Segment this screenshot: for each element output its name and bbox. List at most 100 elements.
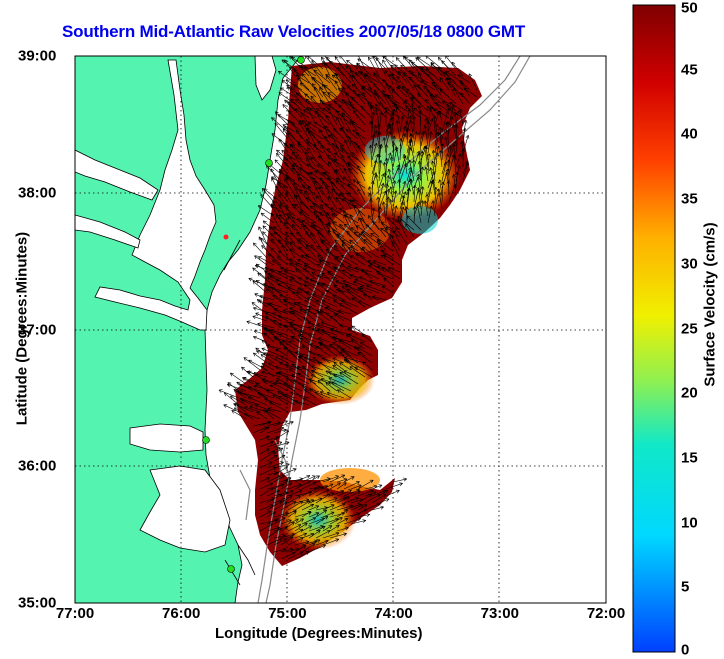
velocity-vector (328, 271, 345, 280)
velocity-vector-head (289, 248, 292, 253)
velocity-vector-head (357, 352, 362, 354)
velocity-vector-head (451, 61, 456, 64)
velocity-vector (327, 176, 338, 196)
velocity-vector-head (347, 155, 349, 160)
velocity-vector-head (276, 149, 278, 154)
velocity-vector-head (256, 350, 260, 354)
velocity-vector (301, 540, 318, 546)
velocity-vector-head (290, 421, 294, 425)
velocity-vector (392, 205, 397, 224)
velocity-vector-head (318, 48, 321, 49)
velocity-vector-head (285, 377, 290, 379)
velocity-vector-head (303, 265, 307, 269)
velocity-vector (425, 98, 436, 112)
velocity-vector (332, 365, 352, 378)
colorbar-tick-label: 50 (681, 0, 698, 17)
velocity-vector (376, 130, 380, 147)
velocity-vector (231, 410, 247, 420)
velocity-vector (301, 533, 315, 539)
velocity-vector (281, 59, 296, 70)
velocity-vector-head (350, 339, 353, 343)
velocity-vector-head (320, 99, 324, 102)
velocity-vector-head (267, 253, 270, 258)
velocity-vector-head (259, 295, 263, 299)
velocity-vector-head (377, 215, 382, 218)
velocity-vector-head (349, 274, 353, 278)
velocity-vector (420, 186, 424, 203)
velocity-vector-head (309, 379, 312, 384)
velocity-vector-head (311, 60, 316, 63)
velocity-vector-head (314, 180, 318, 184)
velocity-vector-head (381, 143, 383, 148)
velocity-vector (324, 307, 338, 315)
velocity-vector (273, 498, 286, 504)
velocity-vector-head (362, 519, 366, 521)
velocity-vector (288, 86, 303, 105)
velocity-vector (344, 139, 352, 154)
velocity-vector-head (324, 135, 328, 138)
velocity-vector-head (275, 455, 278, 459)
velocity-vector-head (276, 153, 278, 157)
velocity-vector-head (351, 84, 354, 88)
velocity-vector (334, 239, 345, 252)
velocity-vector-head (434, 84, 438, 86)
velocity-vector-head (331, 213, 336, 215)
velocity-vector (316, 310, 331, 315)
velocity-vector (294, 99, 310, 112)
velocity-vector (284, 162, 296, 175)
velocity-vector-head (433, 171, 435, 175)
velocity-vector-head (312, 177, 316, 180)
velocity-vector-head (431, 131, 433, 135)
velocity-vector (370, 198, 373, 217)
velocity-vector (361, 231, 380, 245)
velocity-vector (321, 293, 338, 301)
velocity-vector (344, 214, 359, 224)
velocity-vector-head (419, 152, 422, 157)
velocity-vector-head (409, 169, 412, 173)
velocity-vector-head (281, 150, 284, 154)
velocity-vector (356, 63, 366, 77)
velocity-vector (345, 129, 359, 140)
velocity-vector-head (291, 310, 295, 315)
velocity-vector-head (381, 267, 384, 271)
velocity-vector (430, 106, 443, 119)
velocity-vector-head (306, 309, 309, 313)
velocity-vector-head (339, 224, 341, 228)
velocity-vector-head (289, 258, 292, 263)
velocity-vector-head (405, 105, 408, 110)
velocity-vector-head (275, 111, 277, 116)
velocity-vector-head (296, 92, 300, 95)
velocity-vector-head (339, 324, 343, 328)
velocity-vector-head (396, 76, 398, 80)
velocity-vector (447, 121, 450, 140)
velocity-vector-head (282, 547, 287, 550)
velocity-vector (362, 85, 380, 98)
velocity-vector-head (328, 381, 331, 385)
velocity-vector-head (275, 111, 279, 114)
velocity-vector-head (318, 48, 319, 51)
velocity-vector (405, 223, 415, 238)
velocity-vector (336, 505, 353, 511)
velocity-vector (316, 328, 338, 336)
velocity-vector (382, 93, 394, 112)
velocity-vector (279, 204, 289, 224)
velocity-vector (448, 145, 451, 168)
velocity-vector (383, 253, 401, 266)
velocity-vector (455, 171, 458, 189)
velocity-vector-head (460, 81, 465, 85)
velocity-vector-head (400, 206, 404, 210)
velocity-vector-head (342, 474, 346, 479)
velocity-vector (254, 255, 268, 266)
velocity-vector-head (347, 265, 352, 267)
velocity-vector-head (377, 265, 381, 269)
velocity-vector-head (310, 95, 315, 98)
velocity-vector-head (299, 333, 302, 338)
velocity-vector-head (277, 314, 282, 316)
velocity-vector-head (380, 506, 384, 510)
velocity-vector-head (280, 356, 284, 360)
velocity-vector-head (304, 263, 308, 265)
velocity-vector-head (406, 206, 409, 210)
velocity-vector (442, 101, 457, 112)
velocity-vector-head (265, 316, 268, 320)
velocity-vector-head (418, 72, 422, 75)
